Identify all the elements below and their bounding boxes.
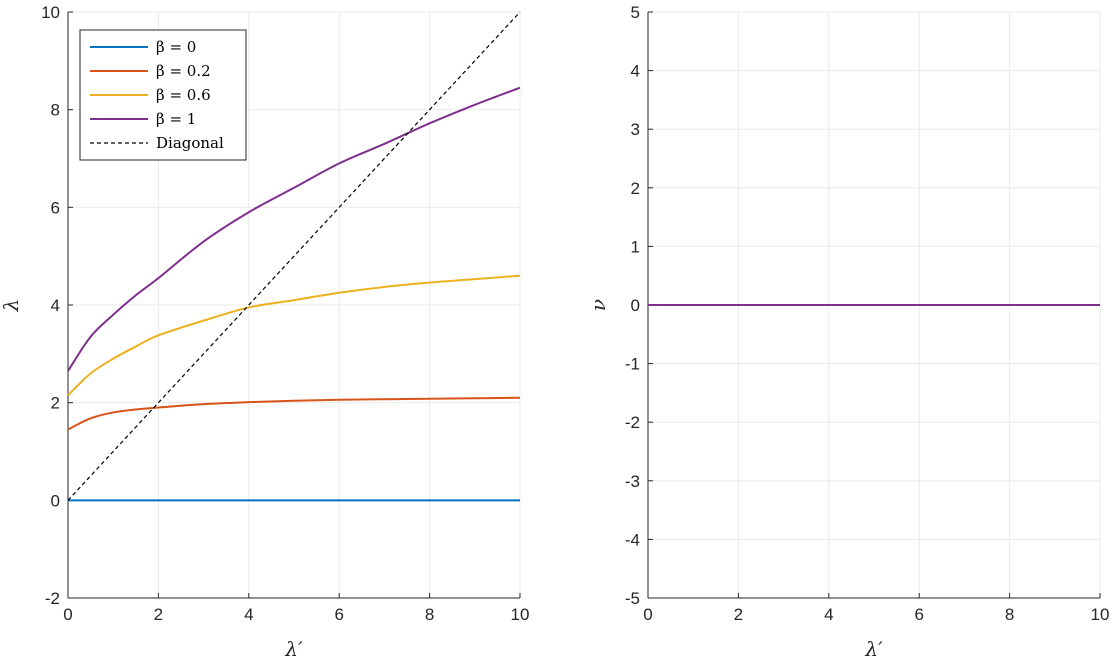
- y-tick-label: 0: [631, 296, 640, 315]
- y-tick-label: -2: [625, 413, 640, 432]
- x-tick-label: 4: [824, 605, 833, 624]
- right-plot: 0 2 4 6 8 10 -5 -4 -3 -2 -1 0 1 2 3 4 5 λ′ ν: [586, 3, 1109, 661]
- y-tick-label: 10: [41, 3, 60, 22]
- series-line-2: [67, 274, 521, 397]
- legend-label-2: β = 0.6: [156, 86, 211, 104]
- x-axis-label: λ′: [864, 637, 883, 661]
- y-tick-label: 5: [631, 3, 640, 22]
- y-tick-label: -2: [45, 589, 60, 608]
- legend-label-4: Diagonal: [156, 134, 224, 152]
- x-tick-label: 10: [1091, 605, 1110, 624]
- y-axis-label: λ: [0, 299, 23, 313]
- legend-label-3: β = 1: [156, 110, 196, 128]
- y-tick-label: -4: [625, 530, 640, 549]
- x-tick-label: 6: [334, 605, 343, 624]
- series-line-1: [67, 396, 521, 431]
- y-tick-label: -1: [625, 355, 640, 374]
- y-tick-label: 0: [51, 491, 60, 510]
- x-tick-label: 8: [1005, 605, 1014, 624]
- y-tick-label: 6: [51, 198, 60, 217]
- legend: β = 0 β = 0.2 β = 0.6 β = 1 Diagonal: [79, 29, 247, 161]
- y-tick-label: 2: [51, 394, 60, 413]
- y-tick-label: -5: [625, 589, 640, 608]
- x-tick-label: 0: [63, 605, 72, 624]
- legend-label-1: β = 0.2: [156, 62, 211, 80]
- x-tick-label: 2: [154, 605, 163, 624]
- legend-label-0: β = 0: [156, 38, 196, 56]
- series-line-3: [67, 86, 521, 372]
- y-tick-label: 2: [631, 179, 640, 198]
- x-tick-label: 2: [734, 605, 743, 624]
- y-tick-label: 1: [631, 237, 640, 256]
- x-tick-label: 10: [511, 605, 530, 624]
- x-tick-label: 8: [425, 605, 434, 624]
- x-tick-label: 4: [244, 605, 253, 624]
- y-axis-label: ν: [586, 299, 610, 311]
- series-line-4: [67, 11, 521, 501]
- x-tick-label: 0: [643, 605, 652, 624]
- y-tick-label: -3: [625, 472, 640, 491]
- x-tick-label: 6: [914, 605, 923, 624]
- y-tick-label: 4: [631, 62, 640, 81]
- y-tick-label: 3: [631, 120, 640, 139]
- y-tick-label: 8: [51, 101, 60, 120]
- y-tick-label: 4: [51, 296, 60, 315]
- x-axis-label: λ′: [284, 637, 303, 661]
